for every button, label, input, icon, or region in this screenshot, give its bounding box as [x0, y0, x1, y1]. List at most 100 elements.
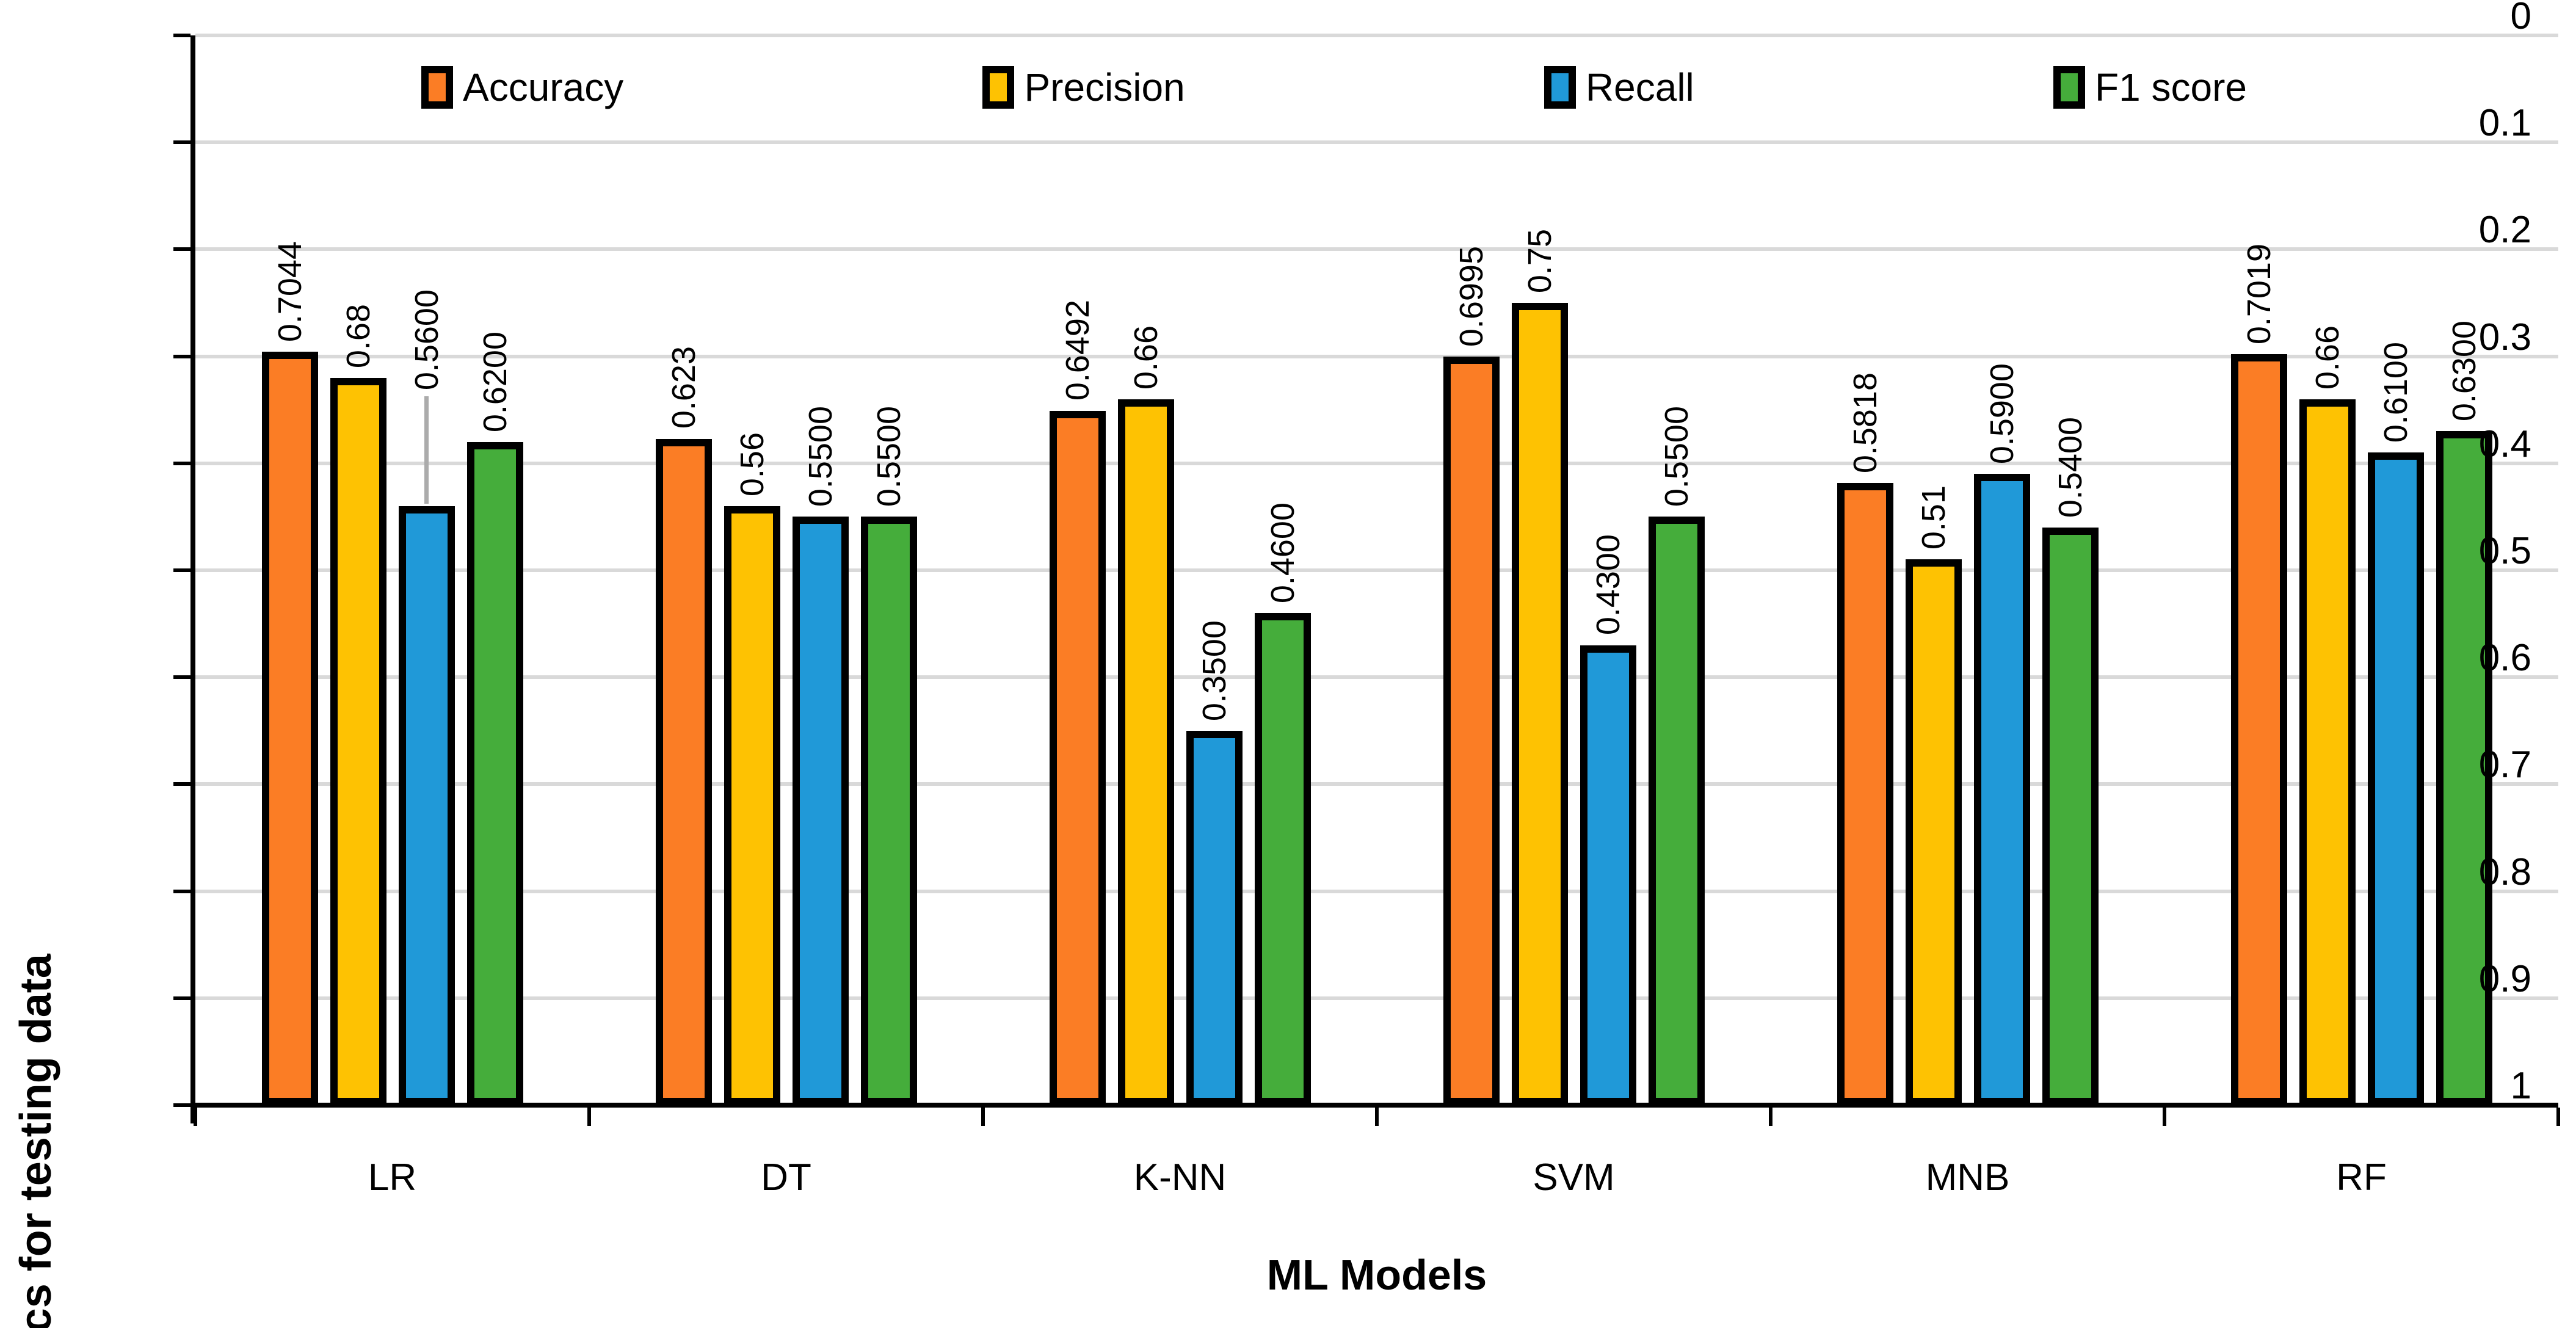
bar-accuracy	[261, 351, 318, 1105]
bar-accuracy	[1443, 357, 1500, 1105]
x-category-label: SVM	[1533, 1156, 1615, 1199]
y-axis-tick-label: 0.1	[2478, 102, 2531, 145]
bar-value-label: 0.5400	[2052, 416, 2089, 518]
y-axis-tick	[173, 568, 190, 572]
bar-recall	[1580, 645, 1636, 1105]
x-axis-line	[195, 1103, 2558, 1108]
gridline	[195, 996, 2558, 1000]
bar-value-label: 0.5600	[408, 289, 445, 390]
bar-precision	[1511, 303, 1568, 1105]
bar-value-label: 0.6492	[1059, 300, 1096, 401]
bar-recall	[1973, 474, 2030, 1105]
bar-recall	[2367, 452, 2424, 1105]
bar-accuracy	[1049, 410, 1106, 1105]
bar-precision	[330, 377, 386, 1105]
x-axis-tick	[194, 1108, 197, 1126]
bar-accuracy	[655, 438, 712, 1105]
x-category-label: MNB	[1925, 1156, 2010, 1199]
gridline	[195, 568, 2558, 572]
bar-f1-score	[466, 441, 523, 1105]
gridline	[195, 34, 2558, 37]
bar-f1-score	[860, 517, 917, 1105]
y-axis-tick-label: 0.7	[2478, 744, 2531, 786]
bar-value-label: 0.5500	[1658, 406, 1695, 507]
bar-recall	[398, 506, 455, 1105]
y-axis-tick	[173, 34, 190, 37]
y-axis-tick-label: 0.4	[2478, 423, 2531, 465]
bar-value-label: 0.7044	[271, 241, 308, 342]
x-category-label: RF	[2336, 1156, 2387, 1199]
bar-recall	[1186, 730, 1243, 1105]
legend-swatch-icon	[2053, 66, 2085, 109]
legend-label: F1 score	[2095, 65, 2247, 109]
bar-precision	[724, 506, 780, 1105]
y-axis-tick	[173, 782, 190, 786]
y-axis-tick-label: 0.2	[2478, 209, 2531, 252]
x-axis-tick	[2556, 1108, 2560, 1126]
plot-area: 0.7044 0.68 0.5600 0.6200 0.623 0.56 0.5500 0.5…	[173, 0, 2560, 1197]
bar-value-label: 0.7019	[2240, 244, 2277, 345]
bar-value-label: 0.66	[1127, 325, 1164, 390]
y-axis-title: Performance metrics for testing data	[11, 954, 61, 1328]
y-axis-tick-label: 0.8	[2478, 851, 2531, 893]
bar-precision	[1905, 559, 1962, 1105]
x-category-label: K-NN	[1133, 1156, 1227, 1199]
x-axis-tick	[2163, 1108, 2166, 1126]
y-axis-tick	[173, 675, 190, 680]
y-axis-tick-label: 0.3	[2478, 316, 2531, 358]
y-axis-tick-label: 1	[2510, 1065, 2531, 1107]
gridline	[195, 889, 2558, 893]
bar-value-label: 0.3500	[1195, 620, 1233, 721]
bar-accuracy	[1837, 482, 1893, 1105]
bar-f1-score	[2436, 431, 2492, 1105]
gridline	[195, 782, 2558, 786]
bar-value-label: 0.6200	[476, 331, 513, 432]
legend-swatch-icon	[1544, 66, 1576, 109]
gridline	[195, 140, 2558, 145]
y-axis-tick-label: 0.9	[2478, 957, 2531, 1000]
bar-value-label: 0.75	[1521, 228, 1558, 293]
bar-value-label: 0.5500	[870, 406, 907, 507]
bar-value-label: 0.56	[733, 432, 771, 496]
gridline	[195, 461, 2558, 465]
bar-value-label: 0.66	[2309, 325, 2346, 390]
legend-label: Precision	[1024, 65, 1185, 109]
legend-item-accuracy: Accuracy	[421, 66, 623, 109]
bar-precision	[2299, 399, 2356, 1105]
gridline	[195, 247, 2558, 252]
y-axis-tick	[173, 247, 190, 252]
bar-f1-score	[2042, 527, 2099, 1105]
y-axis-tick	[173, 140, 190, 145]
y-axis-tick	[173, 1103, 190, 1107]
x-axis-title: ML Models	[1266, 1251, 1487, 1299]
y-axis-tick-label: 0.6	[2478, 637, 2531, 680]
y-axis-tick	[173, 996, 190, 1000]
bar-value-label: 0.6995	[1453, 246, 1490, 347]
bar-value-label: 0.4300	[1589, 534, 1627, 636]
legend-label: Accuracy	[463, 65, 624, 109]
legend: Accuracy Precision Recall F1 score	[421, 66, 2247, 109]
x-axis-tick	[981, 1108, 985, 1126]
y-axis-line	[190, 35, 195, 1123]
y-axis-tick-label: 0.5	[2478, 530, 2531, 572]
x-category-label: DT	[761, 1156, 811, 1199]
bar-recall	[792, 517, 849, 1105]
gridline	[195, 354, 2558, 358]
legend-swatch-icon	[421, 66, 453, 109]
bar-value-label: 0.5818	[1846, 372, 1884, 473]
y-axis-tick	[173, 889, 190, 893]
bar-value-label: 0.5900	[1983, 363, 2020, 465]
bar-precision	[1117, 399, 1174, 1105]
bar-value-label: 0.5500	[802, 406, 839, 507]
legend-item-recall: Recall	[1544, 66, 1694, 109]
bar-value-label: 0.4600	[1264, 502, 1301, 604]
bar-value-label: 0.68	[339, 303, 377, 368]
bar-f1-score	[1254, 613, 1311, 1105]
y-axis-tick	[173, 354, 190, 358]
bar-value-label: 0.51	[1915, 485, 1952, 550]
leader-line	[424, 396, 429, 504]
gridline	[195, 675, 2558, 680]
x-axis-tick	[587, 1108, 591, 1126]
bar-accuracy	[2230, 354, 2287, 1105]
